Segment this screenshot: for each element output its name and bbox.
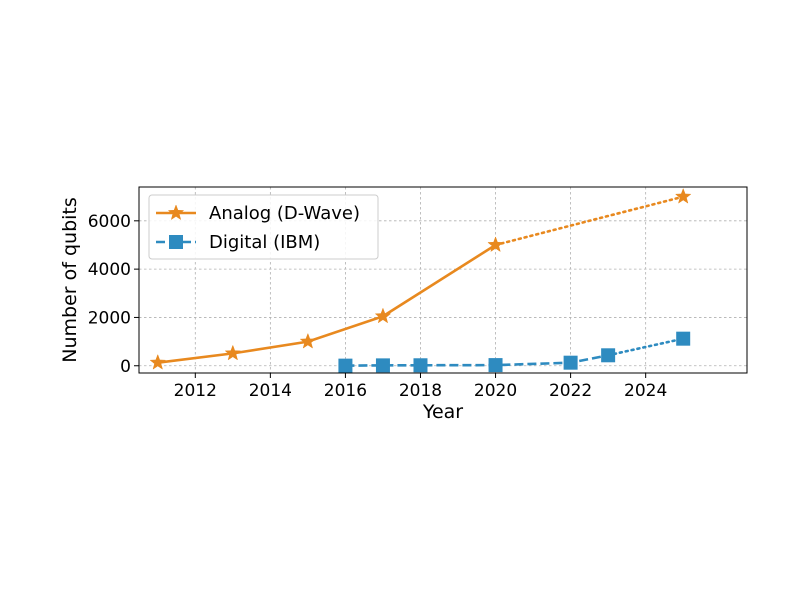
- y-tick-label: 4000: [88, 260, 131, 280]
- series-0-point: [149, 353, 167, 370]
- x-tick-label: 2018: [399, 381, 442, 401]
- y-tick-label: 0: [120, 357, 131, 377]
- series-0-point: [299, 332, 317, 349]
- x-tick-label: 2016: [324, 381, 367, 401]
- legend-label-1: Digital (IBM): [209, 232, 320, 253]
- legend-box: [148, 194, 379, 260]
- series-1-point: [601, 348, 616, 363]
- axis-ticks: 2012 2014 2016 2018 2020 2022 2024 0 2000 4000 600…: [88, 212, 668, 401]
- series-1-point: [338, 358, 353, 373]
- series-markers: [149, 187, 692, 373]
- series-0-point: [487, 236, 504, 253]
- y-tick-label: 6000: [88, 212, 131, 232]
- legend: Analog (D-Wave) Digital (IBM): [148, 194, 379, 260]
- legend-marker-1: [169, 235, 183, 249]
- series-1-point: [488, 358, 503, 373]
- series-0-point: [674, 187, 692, 204]
- x-tick-label: 2022: [549, 381, 592, 401]
- x-axis-label: Year: [422, 401, 463, 423]
- series-1-point: [413, 358, 428, 373]
- series-1-projection-line: [606, 337, 685, 357]
- y-axis-label: Number of qubits: [59, 197, 81, 363]
- series-0-line: [157, 243, 497, 364]
- legend-label-0: Analog (D-Wave): [209, 203, 360, 224]
- series-1-point: [563, 355, 578, 370]
- x-tick-label: 2020: [474, 381, 517, 401]
- grid: [139, 187, 747, 373]
- series-0-point: [374, 307, 392, 324]
- series-1-point: [676, 331, 691, 346]
- y-tick-label: 2000: [88, 308, 131, 328]
- x-tick-label: 2012: [174, 381, 217, 401]
- x-tick-label: 2024: [624, 381, 667, 401]
- series-0-projection-line: [494, 195, 685, 247]
- legend-marker-0: [167, 204, 185, 221]
- plot-frame: [138, 186, 748, 374]
- series-0-point: [224, 344, 242, 361]
- x-tick-label: 2014: [249, 381, 292, 401]
- series-1-point: [375, 358, 390, 373]
